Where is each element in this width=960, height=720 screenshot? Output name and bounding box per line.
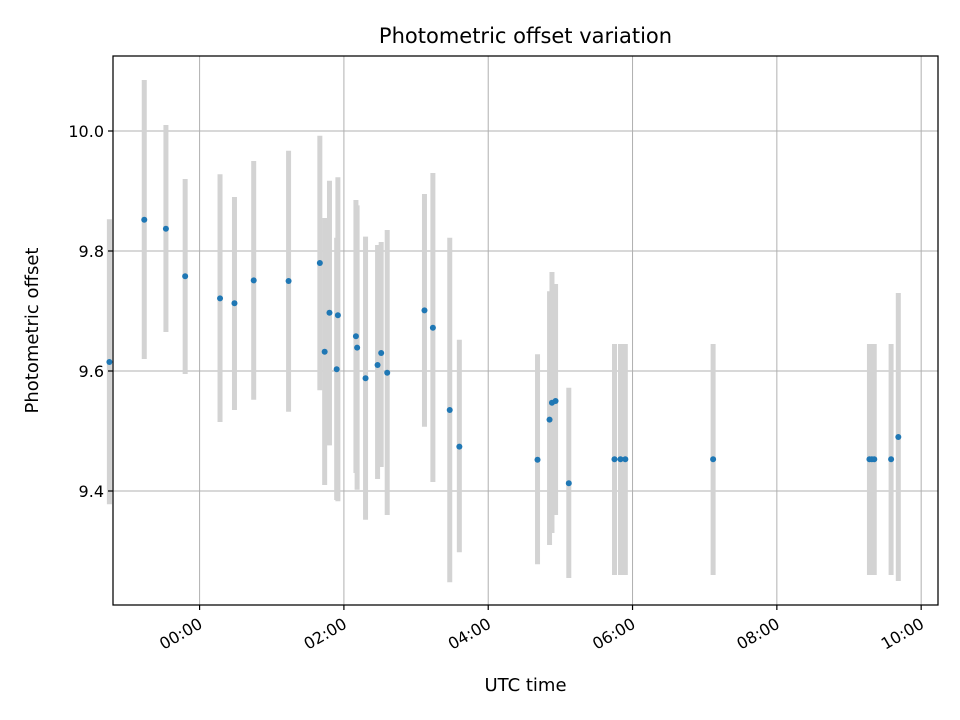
y-tick-label: 9.6 [79, 362, 104, 381]
data-point [362, 375, 369, 382]
data-point [250, 277, 257, 284]
data-point [378, 350, 385, 356]
data-point [141, 216, 148, 223]
data-point [710, 456, 717, 463]
data-point [285, 278, 292, 284]
data-point [888, 456, 895, 463]
y-tick-label: 9.4 [79, 482, 104, 501]
data-point [552, 398, 559, 404]
data-point [611, 456, 618, 463]
data-point [182, 273, 189, 280]
x-axis-label: UTC time [484, 675, 566, 696]
data-point [895, 434, 902, 440]
data-point [334, 312, 341, 319]
data-point [354, 344, 361, 351]
data-point [429, 324, 436, 331]
y-axis-ticks: 9.4 9.6 9.8 10.0 [68, 122, 113, 501]
data-point [565, 480, 572, 487]
data-point [546, 416, 553, 423]
y-axis-label: Photometric offset [22, 248, 43, 414]
data-point [352, 333, 359, 340]
data-point [316, 260, 323, 266]
data-point [217, 295, 224, 302]
data-points [106, 216, 902, 487]
data-point [871, 456, 878, 463]
grid [113, 56, 938, 605]
data-point [326, 309, 333, 316]
data-point [456, 443, 463, 450]
data-point [333, 366, 340, 373]
data-point [321, 348, 328, 355]
data-point [162, 225, 169, 232]
data-point [617, 456, 624, 463]
y-tick-label: 9.8 [79, 242, 104, 261]
data-point [231, 300, 238, 307]
data-point [374, 362, 381, 368]
data-point [622, 456, 629, 463]
data-point [106, 359, 113, 365]
data-point [446, 407, 453, 413]
data-point [534, 456, 541, 463]
chart-title: Photometric offset variation [379, 24, 672, 48]
data-point [384, 369, 391, 376]
plot-frame [112, 55, 939, 606]
y-tick-label: 10.0 [68, 122, 104, 141]
data-point [421, 307, 428, 314]
